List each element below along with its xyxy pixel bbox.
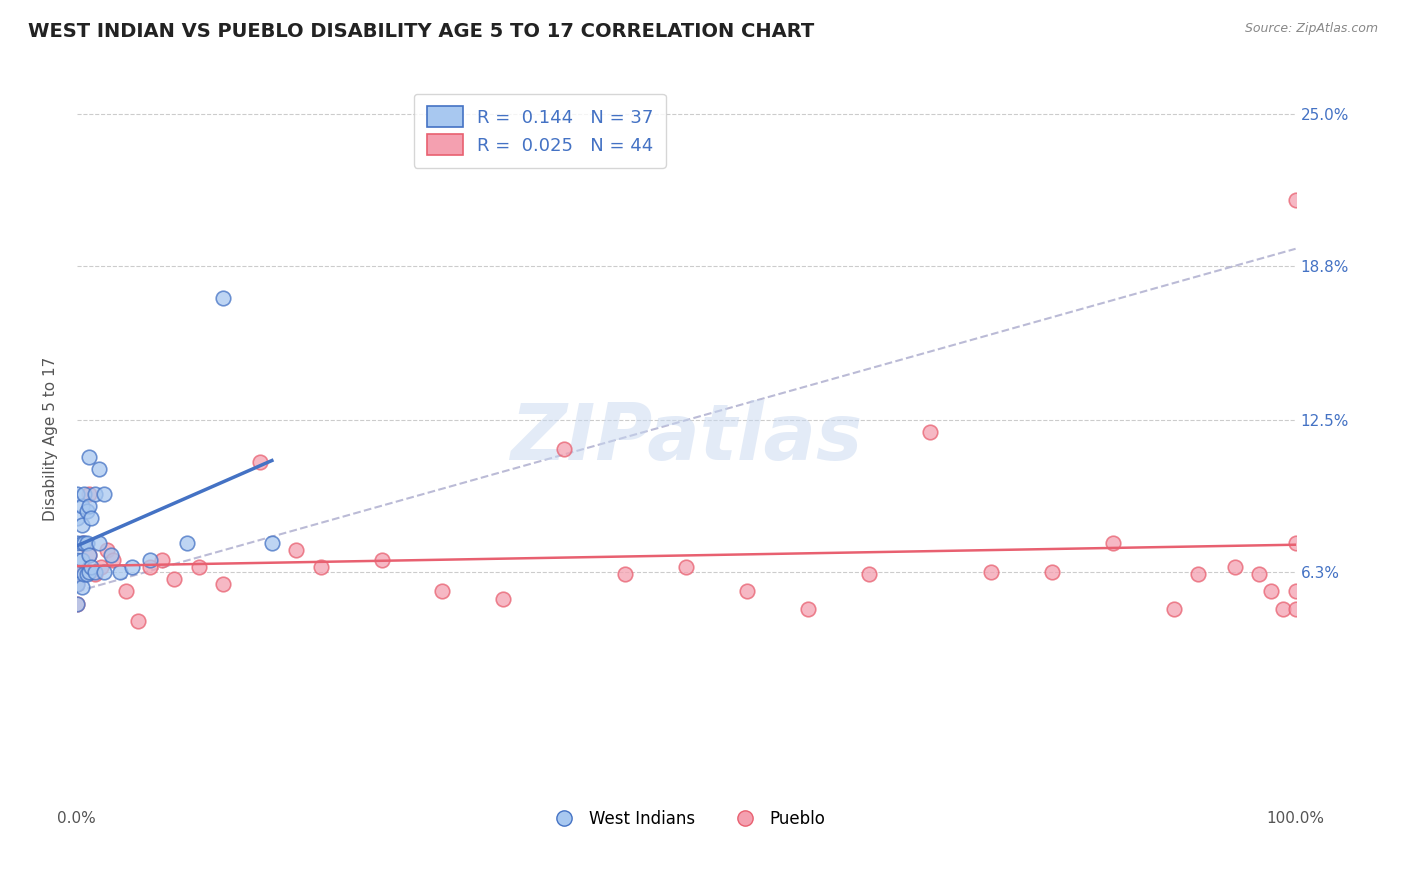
Point xyxy=(212,291,235,305)
Point xyxy=(93,486,115,500)
Point xyxy=(76,504,98,518)
Point xyxy=(77,565,100,579)
Legend: West Indians, Pueblo: West Indians, Pueblo xyxy=(540,803,832,835)
Point xyxy=(370,552,392,566)
Point xyxy=(77,450,100,464)
Point xyxy=(553,442,575,457)
Y-axis label: Disability Age 5 to 17: Disability Age 5 to 17 xyxy=(44,357,58,521)
Point xyxy=(66,511,89,525)
Point xyxy=(87,462,110,476)
Point xyxy=(163,572,186,586)
Text: ZIPatlas: ZIPatlas xyxy=(510,401,862,476)
Point xyxy=(1101,535,1123,549)
Point xyxy=(76,567,98,582)
Point xyxy=(1284,584,1306,599)
Point xyxy=(70,552,93,566)
Point xyxy=(73,535,96,549)
Point xyxy=(1284,535,1306,549)
Point xyxy=(103,552,125,566)
Point xyxy=(66,597,89,611)
Point xyxy=(432,584,454,599)
Point xyxy=(260,535,283,549)
Point xyxy=(87,535,110,549)
Point xyxy=(127,614,149,628)
Point xyxy=(77,548,100,562)
Point xyxy=(66,565,89,579)
Point xyxy=(84,565,107,579)
Point xyxy=(797,601,820,615)
Point xyxy=(858,567,880,582)
Point xyxy=(77,486,100,500)
Point xyxy=(66,577,89,591)
Point xyxy=(70,518,93,533)
Point xyxy=(66,552,89,566)
Point xyxy=(1284,601,1306,615)
Point xyxy=(139,552,162,566)
Point xyxy=(77,548,100,562)
Point xyxy=(66,486,89,500)
Point xyxy=(121,560,143,574)
Point xyxy=(918,425,941,440)
Point xyxy=(176,535,198,549)
Point xyxy=(84,567,107,582)
Point xyxy=(77,499,100,513)
Point xyxy=(150,552,173,566)
Point xyxy=(114,584,136,599)
Point xyxy=(84,486,107,500)
Point xyxy=(139,560,162,574)
Point xyxy=(309,560,332,574)
Point xyxy=(1040,565,1063,579)
Point xyxy=(72,567,94,582)
Point xyxy=(1223,560,1246,574)
Point xyxy=(675,560,697,574)
Point xyxy=(90,560,112,574)
Point xyxy=(70,580,93,594)
Point xyxy=(70,499,93,513)
Point xyxy=(1247,567,1270,582)
Point xyxy=(735,584,758,599)
Point xyxy=(66,597,89,611)
Point xyxy=(80,560,103,574)
Point xyxy=(96,542,118,557)
Point xyxy=(1187,567,1209,582)
Point xyxy=(66,565,89,579)
Text: Source: ZipAtlas.com: Source: ZipAtlas.com xyxy=(1244,22,1378,36)
Point xyxy=(1272,601,1295,615)
Point xyxy=(980,565,1002,579)
Point xyxy=(66,535,89,549)
Point xyxy=(66,577,89,591)
Point xyxy=(70,535,93,549)
Point xyxy=(1284,193,1306,207)
Point xyxy=(80,511,103,525)
Point xyxy=(108,565,131,579)
Point xyxy=(73,486,96,500)
Point xyxy=(249,455,271,469)
Point xyxy=(492,591,515,606)
Point xyxy=(93,565,115,579)
Point xyxy=(1163,601,1185,615)
Point xyxy=(1260,584,1282,599)
Point xyxy=(72,535,94,549)
Point xyxy=(100,548,122,562)
Point xyxy=(212,577,235,591)
Point xyxy=(73,567,96,582)
Point xyxy=(614,567,637,582)
Point xyxy=(76,535,98,549)
Point xyxy=(285,542,308,557)
Point xyxy=(187,560,209,574)
Text: WEST INDIAN VS PUEBLO DISABILITY AGE 5 TO 17 CORRELATION CHART: WEST INDIAN VS PUEBLO DISABILITY AGE 5 T… xyxy=(28,22,814,41)
